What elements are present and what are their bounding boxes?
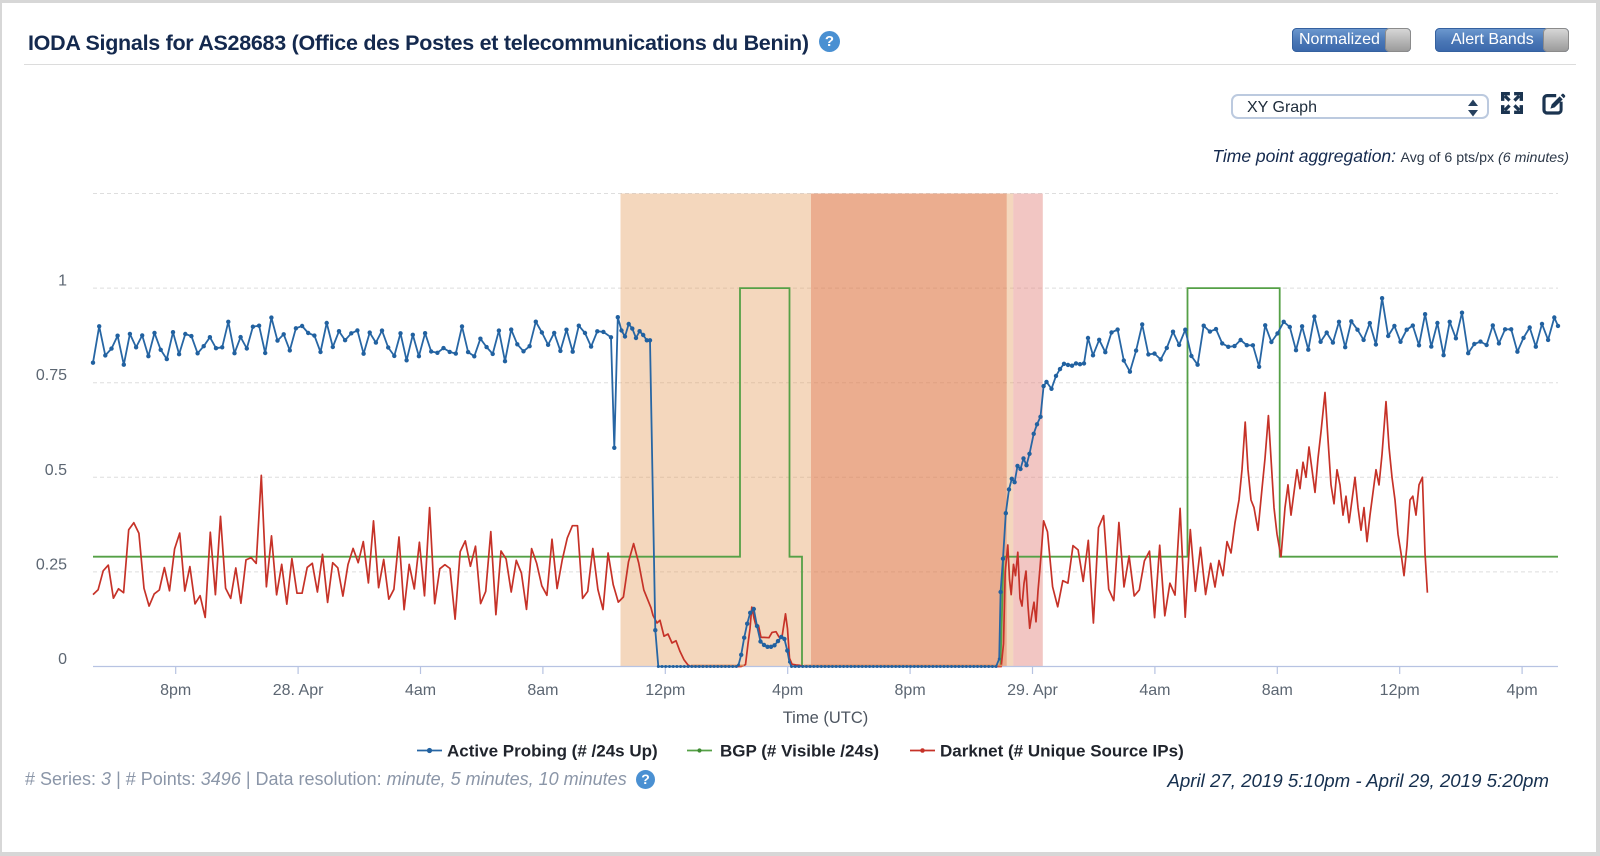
svg-text:0.75: 0.75 [36,367,67,384]
svg-text:0: 0 [58,651,67,668]
svg-text:4pm: 4pm [772,682,803,699]
svg-text:28. Apr: 28. Apr [273,682,324,699]
svg-text:BGP (# Visible /24s): BGP (# Visible /24s) [720,742,879,761]
svg-text:1: 1 [58,273,67,290]
svg-text:8am: 8am [1262,682,1293,699]
svg-text:29. Apr: 29. Apr [1007,682,1058,699]
svg-text:Time (UTC): Time (UTC) [783,709,869,727]
svg-text:12pm: 12pm [645,682,685,699]
svg-text:Darknet (# Unique Source IPs): Darknet (# Unique Source IPs) [940,742,1184,761]
svg-text:4pm: 4pm [1507,682,1538,699]
svg-text:12pm: 12pm [1380,682,1420,699]
svg-text:0.25: 0.25 [36,556,67,573]
svg-text:4am: 4am [1139,682,1170,699]
svg-text:8pm: 8pm [895,682,926,699]
svg-text:Active Probing (# /24s Up): Active Probing (# /24s Up) [447,742,658,761]
svg-text:8am: 8am [527,682,558,699]
svg-text:4am: 4am [405,682,436,699]
svg-text:8pm: 8pm [160,682,191,699]
svg-text:0.5: 0.5 [45,462,67,479]
